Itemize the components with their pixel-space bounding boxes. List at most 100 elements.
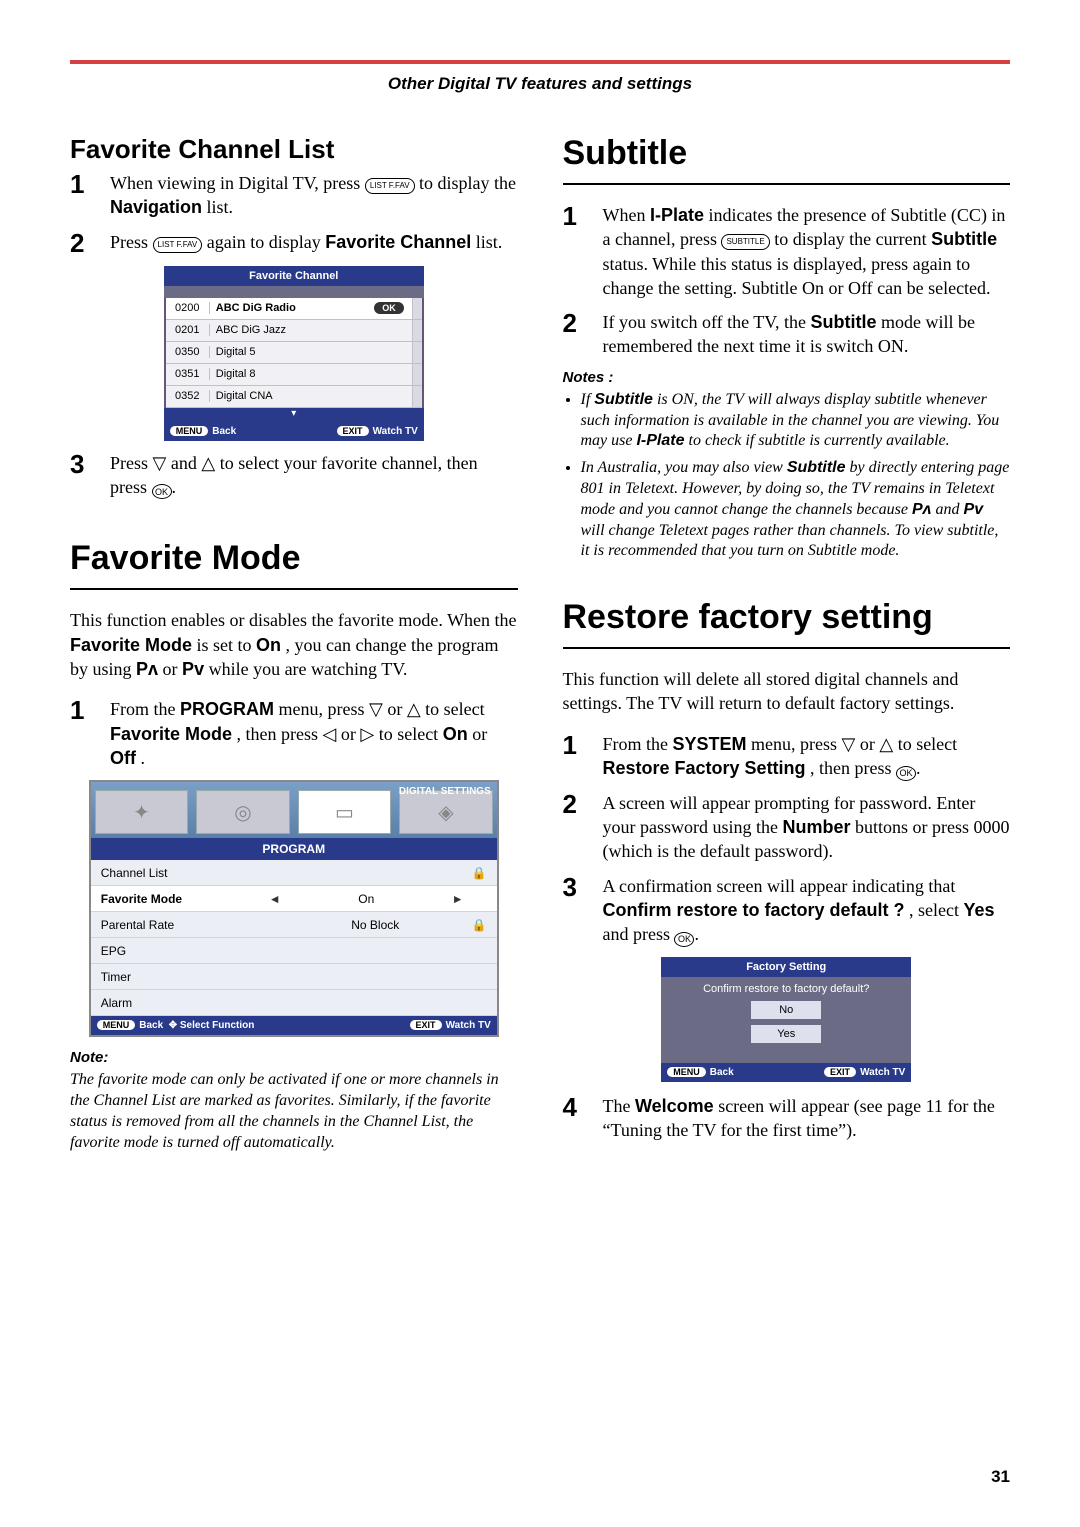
section-rule	[70, 588, 518, 590]
yes-button[interactable]: Yes	[751, 1025, 821, 1043]
channel-row[interactable]: 0201ABC DiG Jazz	[166, 320, 422, 342]
note-item: In Australia, you may also view Subtitle…	[581, 458, 1011, 562]
step-number: 1	[563, 203, 585, 300]
channel-row[interactable]: 0350Digital 5	[166, 342, 422, 364]
note-text: The favorite mode can only be activated …	[70, 1070, 518, 1153]
lock-icon: 🔒	[467, 918, 487, 932]
up-icon: △	[879, 734, 893, 754]
ok-icon: OK	[674, 932, 694, 947]
menu-label: Parental Rate	[101, 918, 284, 932]
step-number: 2	[563, 791, 585, 864]
ok-pill: OK	[374, 302, 404, 314]
right-column: Subtitle 1 When I-Plate indicates the pr…	[563, 134, 1011, 1153]
step-number: 1	[70, 697, 92, 770]
ok-icon: OK	[896, 766, 916, 781]
channel-name: Digital CNA	[210, 390, 412, 402]
scrollbar-track	[412, 364, 422, 385]
restore-step-2: 2 A screen will appear prompting for pas…	[563, 791, 1011, 864]
channel-name: ABC DiG Radio	[210, 302, 375, 314]
scrollbar-track	[412, 342, 422, 363]
step-number: 3	[70, 451, 92, 500]
menu-value: No Block	[284, 918, 467, 932]
content-columns: Favorite Channel List 1 When viewing in …	[70, 134, 1010, 1153]
header-bar	[70, 60, 1010, 64]
tab-icon: ◎	[196, 790, 290, 834]
scrollbar-track	[412, 298, 422, 319]
restore-step-1: 1 From the SYSTEM menu, press ▽ or △ to …	[563, 732, 1011, 781]
osd-channel-rows: 0200ABC DiG RadioOK0201ABC DiG Jazz0350D…	[164, 298, 424, 408]
scrollbar-track	[412, 320, 422, 341]
up-icon: △	[201, 453, 215, 473]
step-body: A confirmation screen will appear indica…	[603, 874, 1011, 947]
left-column: Favorite Channel List 1 When viewing in …	[70, 134, 518, 1153]
scrollbar-track	[412, 386, 422, 407]
menu-label: Alarm	[101, 996, 284, 1010]
restore-step-4: 4 The Welcome screen will appear (see pa…	[563, 1094, 1011, 1143]
note-heading: Note:	[70, 1049, 518, 1066]
step-body: When I-Plate indicates the presence of S…	[603, 203, 1011, 300]
lock-icon: 🔒	[467, 866, 487, 880]
menu-value: On	[284, 892, 449, 906]
menu-pill: MENU	[667, 1067, 706, 1077]
p-up-icon: ʌ	[923, 501, 932, 518]
tab-icon: ✦	[95, 790, 189, 834]
restore-step-3: 3 A confirmation screen will appear indi…	[563, 874, 1011, 947]
fav-list-heading: Favorite Channel List	[70, 134, 518, 165]
menu-row[interactable]: EPG	[91, 938, 497, 964]
down-icon: ▽	[369, 699, 383, 719]
factory-setting-osd: Factory Setting Confirm restore to facto…	[661, 957, 911, 1082]
page-number: 31	[991, 1467, 1010, 1487]
channel-row[interactable]: 0351Digital 8	[166, 364, 422, 386]
step-body: From the SYSTEM menu, press ▽ or △ to se…	[603, 732, 1011, 781]
fav-list-step-3: 3 Press ▽ and △ to select your favorite …	[70, 451, 518, 500]
p-down-icon: v	[974, 501, 983, 518]
osd-footer: MENUBack ✥ Select Function EXITWatch TV	[91, 1016, 497, 1035]
section-rule	[563, 647, 1011, 649]
page-header: Other Digital TV features and settings	[70, 74, 1010, 94]
menu-pill: MENU	[97, 1020, 136, 1030]
subtitle-icon: SUBTITLE	[721, 234, 769, 250]
subtitle-step-1: 1 When I-Plate indicates the presence of…	[563, 203, 1011, 300]
menu-row[interactable]: Favorite Mode◄On►	[91, 886, 497, 912]
menu-row[interactable]: Alarm	[91, 990, 497, 1016]
menu-row[interactable]: Channel List🔒	[91, 860, 497, 886]
list-fav-icon: LIST F.FAV	[153, 237, 203, 253]
osd-title: Favorite Channel	[164, 266, 424, 286]
restore-heading: Restore factory setting	[563, 598, 1011, 637]
up-icon: △	[407, 699, 421, 719]
step-body: Press ▽ and △ to select your favorite ch…	[110, 451, 518, 500]
fav-mode-step-1: 1 From the PROGRAM menu, press ▽ or △ to…	[70, 697, 518, 770]
channel-row[interactable]: 0200ABC DiG RadioOK	[166, 298, 422, 320]
step-number: 3	[563, 874, 585, 947]
right-arrow-icon: ►	[449, 892, 467, 906]
step-body: The Welcome screen will appear (see page…	[603, 1094, 1011, 1143]
osd-prompt: Confirm restore to factory default?	[661, 983, 911, 995]
exit-pill: EXIT	[824, 1067, 856, 1077]
menu-row[interactable]: Timer	[91, 964, 497, 990]
exit-pill: EXIT	[410, 1020, 442, 1030]
fav-list-step-1: 1 When viewing in Digital TV, press LIST…	[70, 171, 518, 220]
no-button[interactable]: No	[751, 1001, 821, 1019]
menu-label: Timer	[101, 970, 284, 984]
osd-menu-rows: Channel List🔒Favorite Mode◄On►Parental R…	[91, 860, 497, 1016]
osd-program-bar: PROGRAM	[91, 838, 497, 860]
osd-body: Confirm restore to factory default? No Y…	[661, 977, 911, 1063]
step-body: When viewing in Digital TV, press LIST F…	[110, 171, 518, 220]
channel-row[interactable]: 0352Digital CNA	[166, 386, 422, 408]
menu-label: Favorite Mode	[101, 892, 266, 906]
step-body: Press LIST F.FAV again to display Favori…	[110, 230, 518, 256]
notes-body: If Subtitle is ON, the TV will always di…	[563, 390, 1011, 562]
step-number: 1	[563, 732, 585, 781]
menu-pill: MENU	[170, 426, 209, 436]
down-icon: ▽	[842, 734, 856, 754]
osd-footer: MENUBack EXITWatch TV	[661, 1063, 911, 1082]
menu-row[interactable]: Parental RateNo Block🔒	[91, 912, 497, 938]
down-icon: ▽	[153, 453, 167, 473]
channel-number: 0200	[166, 302, 210, 314]
osd-top-label: DIGITAL SETTINGS	[399, 786, 491, 797]
step-number: 1	[70, 171, 92, 220]
channel-number: 0201	[166, 324, 210, 336]
channel-name: Digital 8	[210, 368, 412, 380]
fav-mode-intro: This function enables or disables the fa…	[70, 608, 518, 681]
osd-footer: MENUBack EXITWatch TV	[164, 422, 424, 441]
